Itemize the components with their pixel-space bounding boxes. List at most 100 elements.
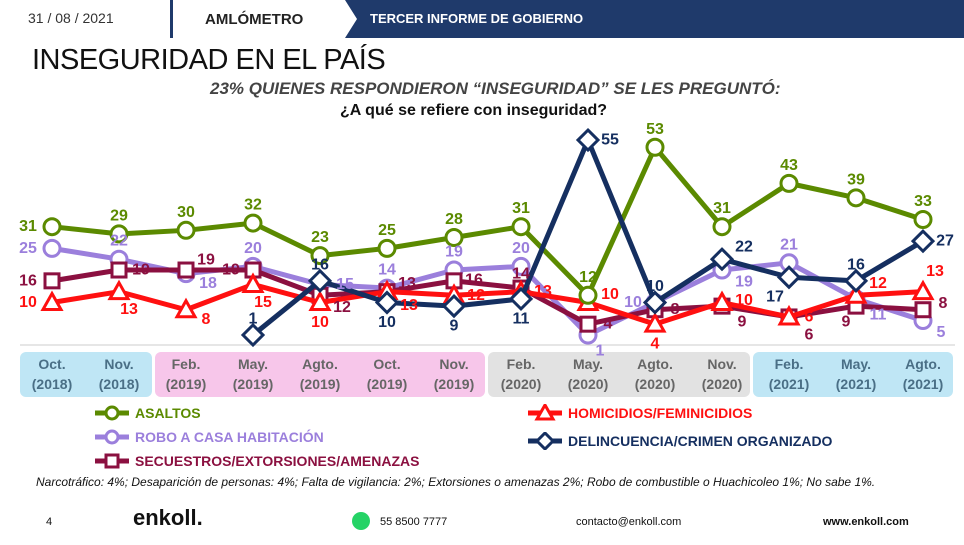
x-tick-text: (2018) [31,376,73,392]
x-tick-text: Feb. [774,356,804,372]
x-tick-text: May. [237,356,269,372]
data-point [40,290,64,312]
legend-diamond-icon [528,432,562,450]
x-tick-text: (2019) [299,376,341,392]
x-tick-text: May. [840,356,872,372]
x-tick-text: (2019) [232,376,274,392]
x-tick-label: May. (2019) [220,354,286,394]
data-label: 9 [450,318,459,335]
legend-item: ROBO A CASA HABITACIÓN [95,428,324,446]
data-label: 12 [579,269,597,286]
subtitle: 23% QUIENES RESPONDIERON “INSEGURIDAD” S… [210,79,781,98]
data-label: 12 [333,299,351,316]
data-label: 8 [939,295,948,312]
x-tick-label: Feb. (2020) [488,354,554,394]
data-point [914,301,932,319]
data-label: 16 [847,256,865,273]
data-label: 11 [513,310,530,327]
legend-circle-icon [95,405,129,421]
x-tick-label: Agto. (2020) [622,354,688,394]
data-label: 12 [467,287,485,304]
data-label: 10 [311,314,329,331]
data-label: 10 [646,278,664,295]
email-link[interactable]: contacto@enkoll.com [576,516,682,528]
data-label: 19 [222,262,240,279]
band-2021 [753,352,953,397]
website-link[interactable]: www.enkoll.com [823,516,909,528]
x-tick-text: (2021) [768,376,810,392]
data-label: 13 [398,275,416,292]
legend-item: SECUESTROS/EXTORSIONES/AMENAZAS [95,452,419,470]
legend-label: DELINCUENCIA/CRIMEN ORGANIZADO [568,433,833,449]
data-label: 22 [735,239,753,256]
data-point [243,213,263,233]
data-label: 13 [400,297,418,314]
data-point [240,322,266,348]
data-label: 31 [512,200,530,217]
data-label: 25 [378,222,396,239]
x-tick-text: (2020) [567,376,609,392]
legend-triangle-icon [528,404,562,421]
data-point [42,238,62,258]
x-tick-text: May. [572,356,604,372]
x-tick-text: (2019) [433,376,475,392]
data-label: 19 [735,274,753,291]
data-point [643,312,667,333]
x-tick-text: (2018) [98,376,140,392]
data-point [444,228,464,248]
data-label: 13 [926,263,944,280]
data-point [776,265,802,290]
data-label: 19 [132,262,150,279]
legend-item: DELINCUENCIA/CRIMEN ORGANIZADO [528,432,832,450]
data-point [710,290,734,312]
data-label: 9 [842,314,851,331]
legend-item: ASALTOS [95,404,201,422]
x-tick-text: Agto. [905,356,941,372]
data-label: 31 [19,218,37,235]
data-label: 30 [177,204,195,221]
series-line [51,144,924,298]
legend-label: ASALTOS [135,405,201,421]
data-label: 9 [738,314,747,331]
data-point [177,261,195,279]
labels-0: 31 29 30 32 23 25 28 31 12 53 31 43 39 33 [19,121,932,286]
data-point [642,290,668,315]
data-point [508,286,534,312]
x-tick-text: (2020) [634,376,676,392]
report-title: TERCER INFORME DE GOBIERNO [370,11,584,26]
data-point [844,283,868,304]
band-2020 [488,352,750,397]
data-point [645,137,665,157]
data-label: 29 [110,207,128,224]
data-label: 19 [445,244,463,261]
data-label: 16 [465,271,483,288]
data-label: 27 [936,233,954,250]
data-label: 8 [202,311,211,328]
data-label: 33 [914,193,932,210]
header-divider [170,0,353,38]
data-point [308,290,332,312]
enkoll-logo: enkoll. [133,505,203,530]
x-tick-text: Nov. [104,356,134,372]
legend-item: HOMICIDIOS/FEMINICIDIOS [528,404,752,422]
data-point [511,256,531,276]
data-label: 31 [713,200,731,217]
x-tick-text: Oct. [373,356,401,372]
data-point [712,217,732,237]
data-label: 15 [254,294,272,311]
data-label: 5 [937,324,946,341]
section-label: AMLÓMETRO [205,11,304,28]
data-point [843,268,869,293]
x-tick-text: Oct. [38,356,66,372]
data-point [307,268,333,293]
data-point [110,261,128,279]
x-tick-label: Agto. (2021) [890,354,956,394]
x-tick-text: (2019) [366,376,408,392]
data-label: 10 [735,292,753,309]
data-point [578,285,598,305]
data-point [779,173,799,193]
data-label: 10 [624,294,642,311]
data-label: 22 [110,233,128,250]
data-label: 1 [249,311,258,328]
legend-circle-icon [95,429,129,445]
